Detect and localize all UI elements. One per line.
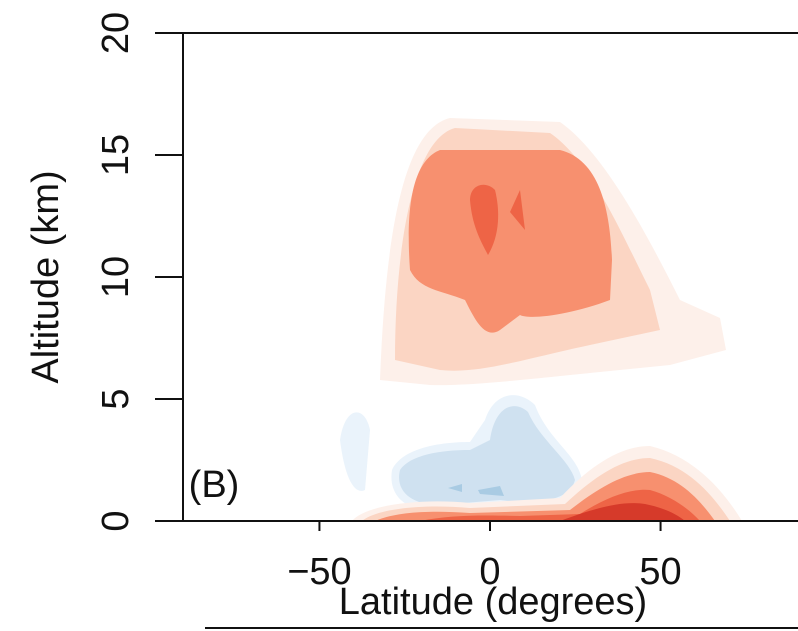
x-tick-label: 50 (639, 551, 681, 593)
y-tick-label: 0 (95, 510, 137, 531)
y-tick-label: 10 (95, 256, 137, 298)
panel-label: (B) (189, 464, 240, 506)
x-tick-label: −50 (287, 551, 351, 593)
x-tick-label: 0 (479, 551, 500, 593)
x-axis-label: Latitude (degrees) (339, 581, 647, 623)
y-tick-label: 15 (95, 134, 137, 176)
y-axis-label: Altitude (km) (25, 170, 67, 383)
contour-fill (340, 118, 742, 521)
y-tick-label: 5 (95, 388, 137, 409)
y-tick-label: 20 (95, 12, 137, 54)
